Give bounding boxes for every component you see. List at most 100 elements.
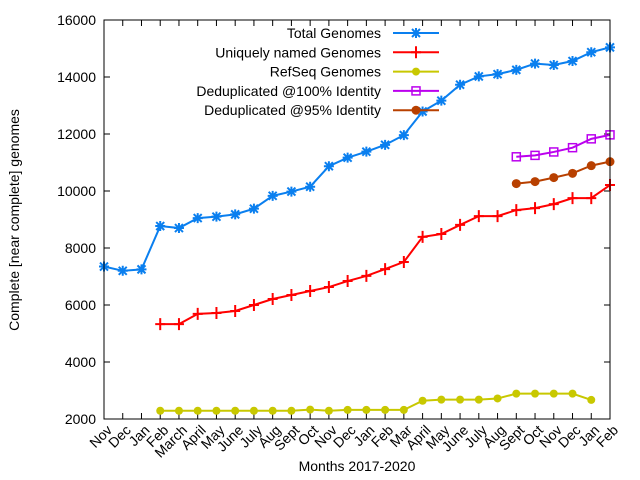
star-marker [211,211,222,222]
marker-plus [230,304,241,317]
marker-plus [417,230,428,243]
marker-star [267,190,278,201]
marker-dot [268,406,277,415]
dot-marker [474,395,483,404]
square-marker [411,86,421,96]
dot-marker [268,406,277,415]
square-marker [586,134,597,144]
y-tick-label: 16000 [57,12,96,28]
marker-star [136,264,147,275]
marker-plus [173,318,184,331]
dot-marker [586,161,596,171]
marker-dot [399,405,408,414]
marker-plus [398,255,409,268]
marker-star [248,203,259,214]
star-marker [323,161,334,172]
plus-marker [567,192,578,205]
plus-marker [473,210,484,223]
star-marker [530,58,541,69]
marker-dot [587,395,596,404]
plus-marker [248,299,259,311]
plus-marker [548,198,559,211]
marker-plus [411,46,421,59]
series-line [516,160,611,185]
marker-square [567,142,578,153]
series-line [160,392,592,412]
marker-plus [567,192,578,205]
x-tick-label: Feb [593,422,622,451]
marker-dot [456,395,465,404]
star-marker [342,152,353,163]
plus-marker [530,202,541,215]
star-marker [136,264,147,275]
x-axis-label: Months 2017-2020 [299,458,416,474]
marker-star [455,79,466,90]
marker-circle [586,161,596,171]
star-marker [380,139,391,150]
plus-marker [192,307,203,320]
marker-plus [473,210,484,223]
marker-dot [549,389,558,398]
square-marker [549,147,559,157]
y-tick-label: 6000 [65,297,96,313]
marker-star [530,58,541,69]
marker-plus [211,306,222,319]
plus-marker [436,228,447,241]
marker-dot [249,406,258,415]
series-line [160,184,611,326]
dot-marker [212,406,221,415]
marker-square [411,86,421,96]
plus-marker [492,210,503,223]
marker-star [436,95,447,106]
series-line [516,133,611,158]
marker-dot [212,406,221,415]
marker-dot [231,406,240,415]
star-marker [267,190,278,201]
star-marker [173,223,184,234]
square-marker [567,142,578,153]
marker-star [380,139,391,150]
marker-dot [343,405,352,414]
y-axis-label: Complete [near complete] genomes [6,109,22,331]
dot-marker [174,406,183,415]
star-marker [286,186,297,197]
marker-star [192,213,203,224]
plus-marker [323,281,334,294]
marker-dot [531,389,540,398]
legend-label: Uniquely named Genomes [215,44,381,60]
marker-star [473,71,484,82]
marker-plus [155,318,166,331]
legend-label: Deduplicated @95% Identity [204,102,381,118]
marker-plus [492,210,503,223]
star-marker [567,56,578,67]
star-marker [473,71,484,82]
marker-star [211,211,222,222]
plus-marker [267,293,278,306]
star-marker [417,106,428,117]
y-tick-label: 8000 [65,240,96,256]
marker-plus [248,299,259,311]
marker-star [361,146,372,157]
plus-marker [361,269,372,282]
dot-marker [362,405,371,414]
marker-square [549,147,559,157]
dot-marker [568,389,577,398]
marker-plus [267,293,278,306]
plus-marker [286,289,297,302]
star-marker [361,146,372,157]
y-tick-label: 10000 [57,183,96,199]
marker-star [286,186,297,197]
star-marker [411,28,421,38]
marker-dot [324,406,333,415]
dot-marker [381,405,390,414]
dot-marker [493,394,502,403]
marker-plus [548,198,559,211]
dot-marker [456,395,465,404]
marker-dot [474,395,483,404]
star-marker [230,209,241,220]
marker-plus [455,218,466,231]
marker-star [411,28,421,38]
dot-marker [193,406,202,415]
legend-label: Total Genomes [287,25,381,41]
